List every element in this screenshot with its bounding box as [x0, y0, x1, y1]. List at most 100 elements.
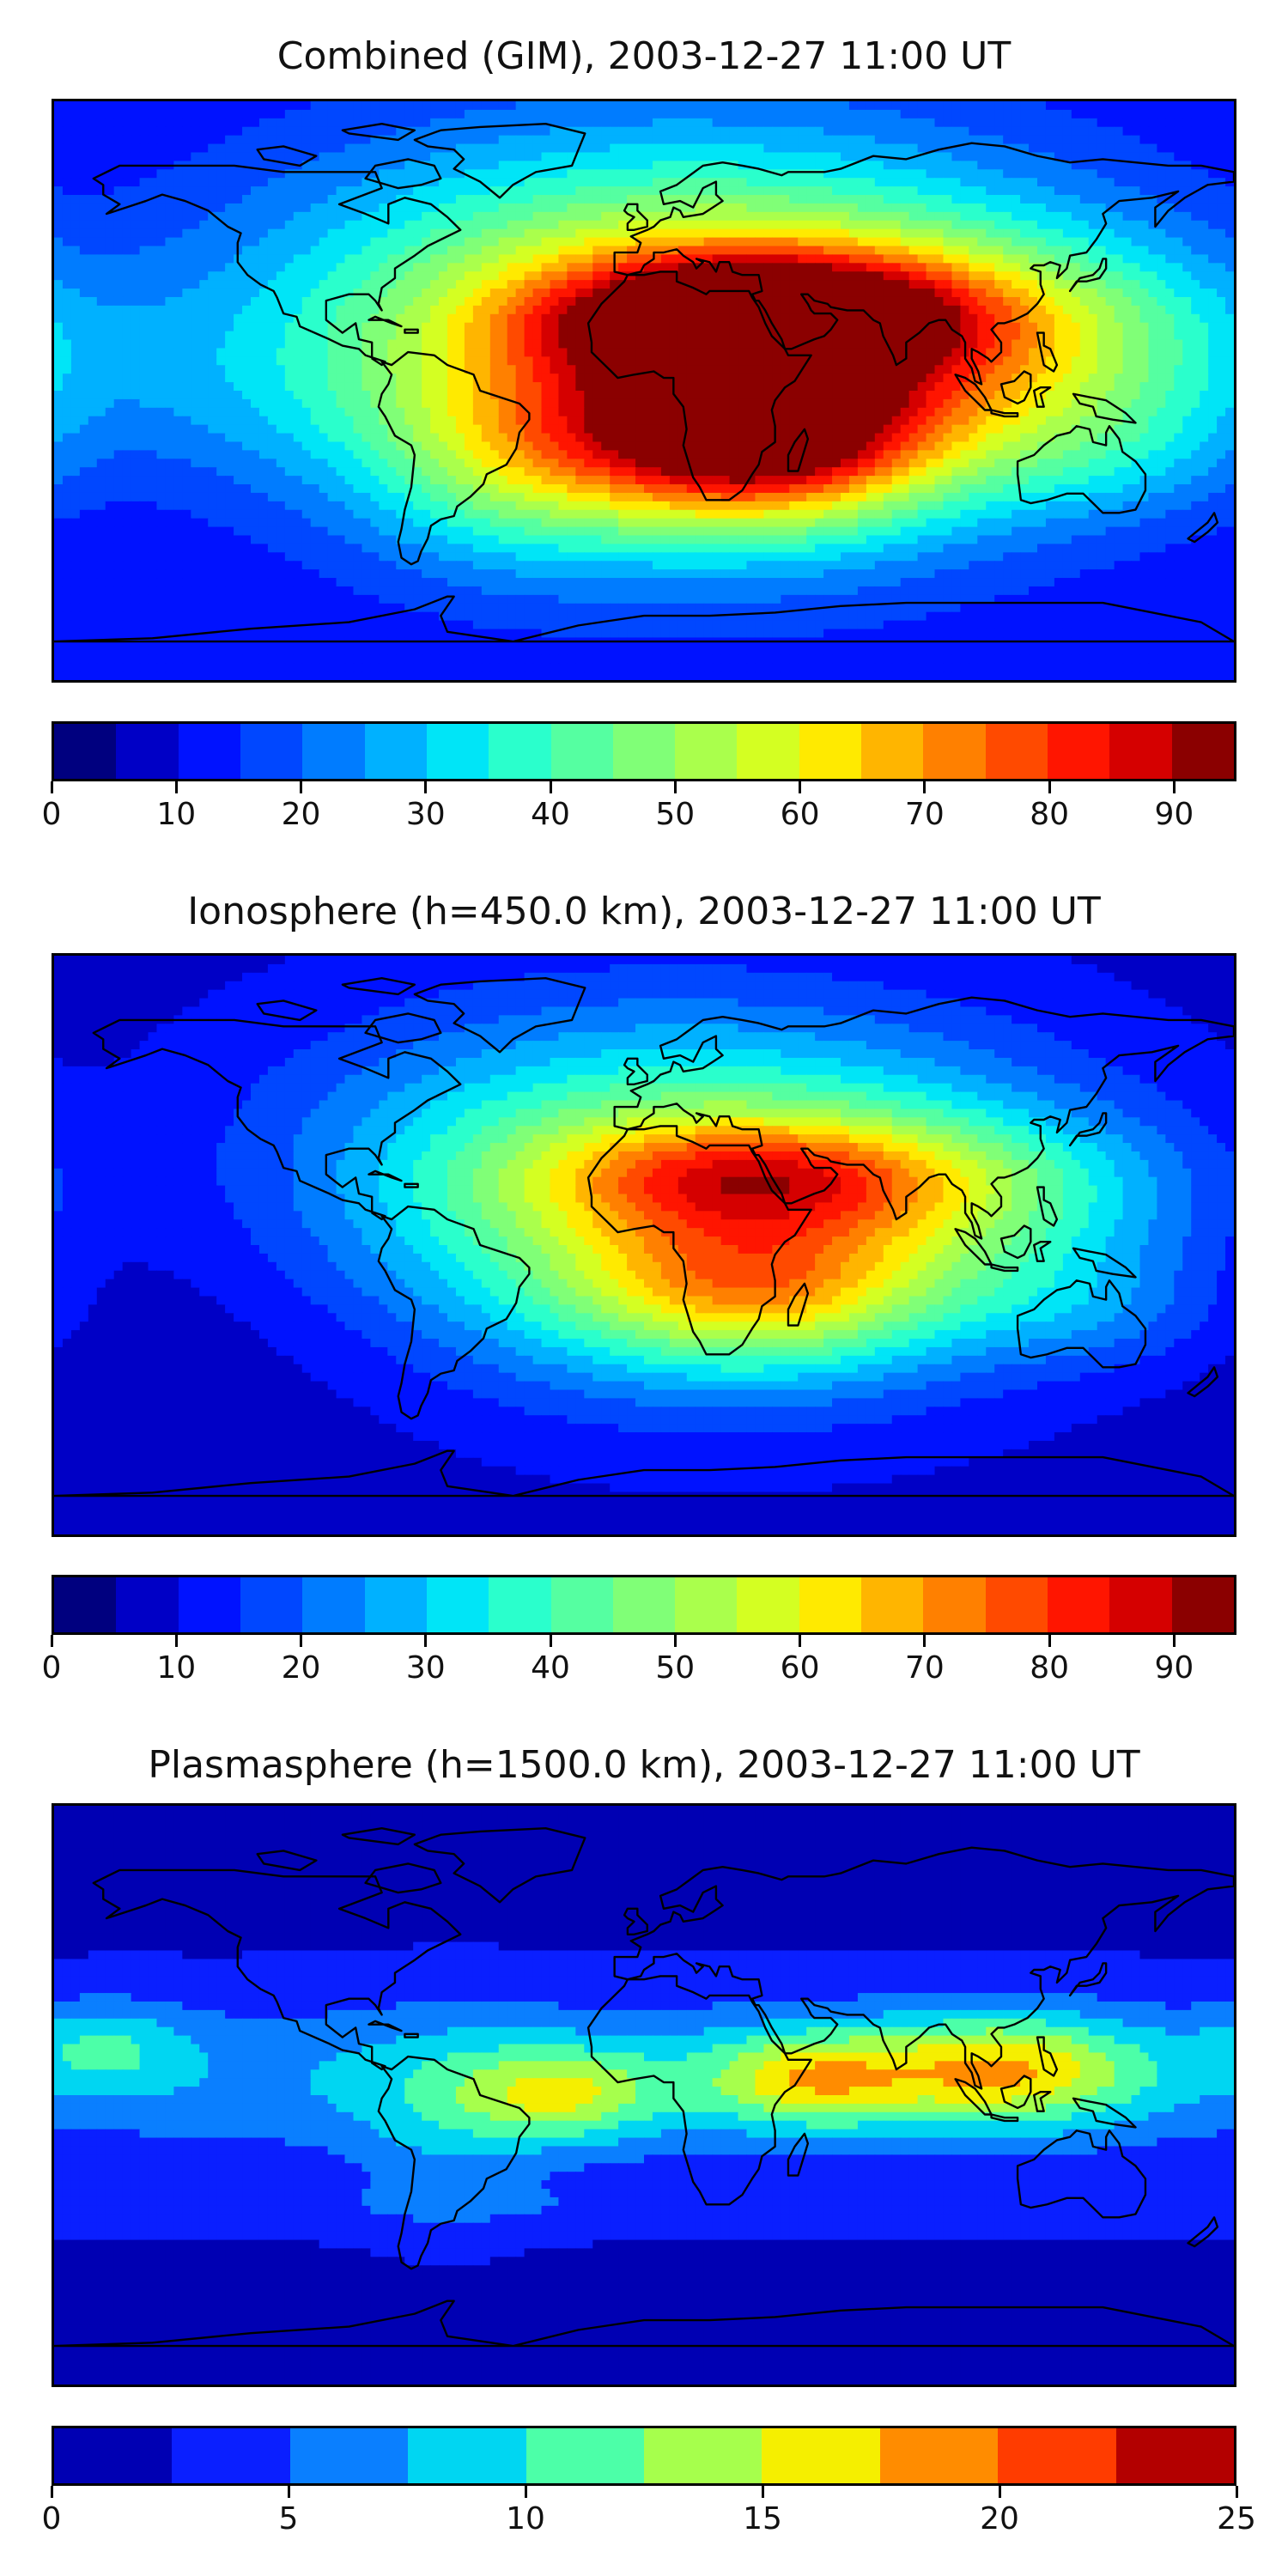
heatmap-cell: [610, 109, 619, 119]
heatmap-cell: [88, 169, 98, 179]
heatmap-cell: [1182, 280, 1192, 289]
heatmap-cell: [481, 246, 491, 256]
heatmap-cell: [1191, 237, 1200, 247]
heatmap-cell: [900, 186, 910, 196]
heatmap-cell: [1062, 348, 1072, 357]
heatmap-cell: [54, 391, 64, 400]
heatmap-cell: [798, 186, 807, 196]
heatmap-cell: [635, 289, 645, 298]
heatmap-cell: [1208, 161, 1218, 170]
heatmap-cell: [994, 118, 1004, 128]
heatmap-cell: [720, 169, 731, 179]
heatmap-cell: [293, 263, 303, 272]
heatmap-cell: [472, 339, 483, 349]
heatmap-cell: [832, 220, 841, 230]
heatmap-cell: [430, 356, 440, 366]
heatmap-cell: [1062, 220, 1072, 230]
heatmap-cell: [1071, 152, 1081, 161]
heatmap-cell: [54, 143, 64, 154]
heatmap-cell: [900, 220, 910, 230]
heatmap-cell: [447, 391, 457, 400]
heatmap-cell: [1071, 246, 1081, 256]
heatmap-cell: [79, 101, 89, 111]
heatmap-cell: [242, 178, 252, 187]
heatmap-cell: [532, 228, 543, 239]
heatmap-cell: [857, 178, 867, 187]
heatmap-cell: [1208, 126, 1218, 137]
heatmap-cell: [891, 382, 902, 392]
heatmap-cell: [781, 398, 790, 409]
heatmap-cell: [789, 186, 799, 196]
heatmap-cell: [1200, 109, 1209, 119]
heatmap-cell: [1105, 331, 1115, 341]
heatmap-cell: [1003, 374, 1012, 383]
heatmap-cell: [70, 109, 81, 119]
heatmap-cell: [908, 220, 919, 230]
heatmap-cell: [746, 126, 756, 137]
heatmap-cell: [301, 313, 312, 324]
heatmap-cell: [960, 271, 969, 281]
heatmap-cell: [515, 331, 526, 341]
heatmap-cell: [601, 220, 611, 230]
heatmap-cell: [960, 391, 969, 400]
heatmap-cell: [986, 237, 995, 247]
heatmap-cell: [1200, 254, 1209, 264]
heatmap-cell: [738, 101, 748, 111]
heatmap-cell: [729, 305, 739, 315]
heatmap-cell: [225, 220, 234, 230]
heatmap-cell: [815, 126, 824, 137]
heatmap-cell: [763, 356, 773, 366]
heatmap-cell: [669, 296, 679, 307]
heatmap-cell: [62, 135, 72, 145]
heatmap-cell: [592, 203, 602, 213]
heatmap-cell: [669, 365, 679, 374]
heatmap-cell: [1114, 331, 1124, 341]
heatmap-cell: [908, 365, 919, 374]
heatmap-cell: [1088, 271, 1098, 281]
heatmap-cell: [550, 195, 560, 204]
heatmap-cell: [712, 398, 722, 409]
heatmap-cell: [567, 382, 576, 392]
heatmap-cell: [550, 152, 560, 161]
heatmap-cell: [969, 203, 978, 213]
heatmap-cell: [1054, 348, 1064, 357]
heatmap-cell: [806, 186, 816, 196]
heatmap-cell: [396, 313, 405, 324]
heatmap-cell: [917, 313, 927, 324]
heatmap-cell: [422, 126, 431, 137]
heatmap-cell: [994, 254, 1004, 264]
heatmap-cell: [926, 152, 936, 161]
heatmap-cell: [430, 246, 440, 256]
heatmap-cell: [703, 211, 714, 222]
heatmap-cell: [1020, 374, 1030, 383]
heatmap-cell: [131, 289, 141, 298]
heatmap-cell: [841, 339, 850, 349]
heatmap-cell: [729, 161, 739, 170]
heatmap-cell: [199, 398, 209, 409]
heatmap-cell: [677, 374, 688, 383]
heatmap-cell: [319, 109, 329, 119]
heatmap-cell: [558, 374, 568, 383]
heatmap-cell: [208, 313, 217, 324]
heatmap-cell: [139, 186, 149, 196]
heatmap-cell: [208, 391, 217, 400]
heatmap-cell: [789, 365, 799, 374]
heatmap-cell: [891, 348, 902, 357]
heatmap-cell: [1071, 178, 1081, 187]
heatmap-cell: [532, 289, 543, 298]
heatmap-cell: [652, 211, 662, 222]
heatmap-cell: [191, 296, 200, 307]
heatmap-cell: [113, 118, 124, 128]
heatmap-cell: [848, 263, 859, 272]
heatmap-cell: [524, 109, 534, 119]
heatmap-cell: [524, 101, 534, 111]
heatmap-cell: [489, 305, 500, 315]
heatmap-cell: [669, 271, 679, 281]
heatmap-cell: [738, 271, 748, 281]
heatmap-cell: [772, 391, 781, 400]
heatmap-cell: [1208, 296, 1218, 307]
heatmap-cell: [361, 203, 371, 213]
heatmap-cell: [336, 391, 346, 400]
heatmap-cell: [532, 109, 543, 119]
heatmap-cell: [908, 305, 919, 315]
